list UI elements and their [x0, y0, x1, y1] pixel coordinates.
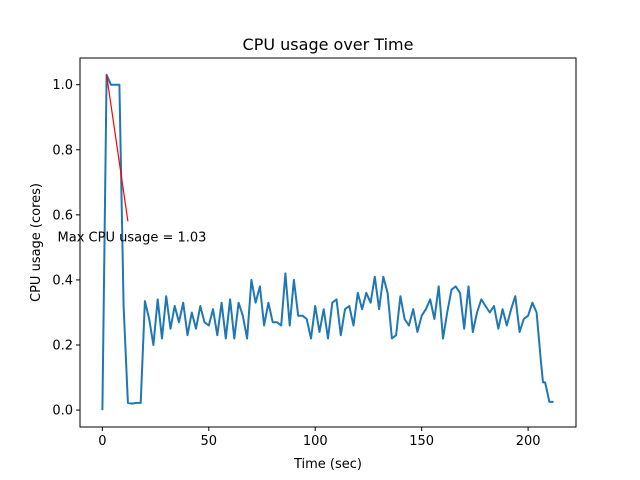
y-axis-label: CPU usage (cores): [29, 183, 44, 302]
y-axis-ticks: 0.0 0.2 0.4 0.6 0.8 1.0: [52, 78, 80, 419]
series-line-cpu-usage: [101, 73, 554, 411]
x-axis-label: Time (sec): [293, 457, 362, 472]
x-tick-label: 150: [409, 434, 434, 449]
annotation-text: Max CPU usage = 1.03: [58, 230, 207, 245]
y-tick-label: 0.4: [52, 273, 73, 288]
x-tick-label: 100: [303, 434, 328, 449]
y-tick-label: 0.8: [52, 143, 73, 158]
x-tick-label: 50: [201, 434, 218, 449]
chart-title: CPU usage over Time: [243, 35, 414, 54]
y-tick-label: 0.6: [52, 208, 73, 223]
x-tick-label: 0: [98, 434, 106, 449]
y-tick-label: 1.0: [52, 78, 73, 93]
y-tick-label: 0.2: [52, 339, 73, 354]
x-axis-ticks: 0 50 100 150 200: [98, 427, 541, 449]
annotation-layer: Max CPU usage = 1.03: [58, 74, 207, 245]
series-layer: [101, 73, 554, 411]
annotation-arrow: [106, 74, 129, 222]
y-tick-label: 0.0: [52, 404, 73, 419]
x-tick-label: 200: [516, 434, 541, 449]
axes-frame: [79, 57, 577, 428]
